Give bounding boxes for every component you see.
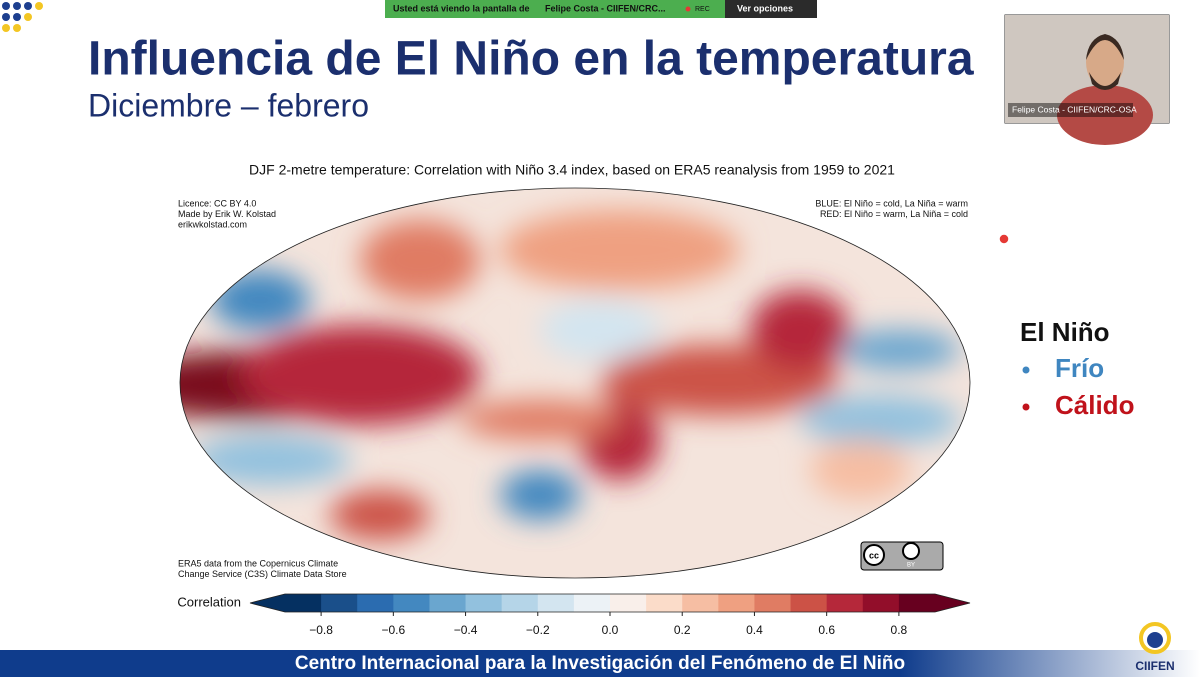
colorbar-tick-label: 0.8 xyxy=(891,623,908,637)
legend-bullet xyxy=(1022,366,1030,374)
presenter: Felipe Costa - CIIFEN/CRC... xyxy=(545,3,666,13)
colorbar-bin xyxy=(790,594,828,612)
colorbar-bin xyxy=(682,594,719,612)
colorbar-bin xyxy=(898,594,936,612)
colorbar-bin xyxy=(754,594,792,612)
source-line: Change Service (C3S) Climate Data Store xyxy=(178,569,347,579)
licence-line: Made by Erik W. Kolstad xyxy=(178,209,276,219)
legend-item: Cálido xyxy=(1055,390,1134,420)
colorbar-tick-label: −0.4 xyxy=(454,623,478,637)
colorbar-bin xyxy=(573,594,611,612)
colorbar-outline xyxy=(249,593,971,613)
options-button[interactable] xyxy=(725,0,817,18)
badge-cc: cc xyxy=(869,550,879,560)
options[interactable]: Ver opciones xyxy=(737,3,793,13)
colorbar-bin xyxy=(285,594,322,612)
slide-title: Influencia de El Niño en la temperatura xyxy=(88,33,974,86)
key-line: BLUE: El Niño = cold, La Niña = warm xyxy=(815,198,968,208)
slide-subtitle: Diciembre – febrero xyxy=(88,87,369,123)
colorbar-bin xyxy=(646,594,683,612)
colorbar-bin xyxy=(429,594,467,612)
colorbar-tick-label: −0.8 xyxy=(309,623,333,637)
map-outline xyxy=(179,187,971,579)
rec: REC xyxy=(695,6,710,13)
colorbar-tick-label: −0.6 xyxy=(381,623,405,637)
badge-by: BY xyxy=(907,563,915,569)
colorbar-extend-low xyxy=(250,594,285,612)
colorbar-tick-label: 0.2 xyxy=(674,623,691,637)
banner-text: Usted está viendo la pantalla de xyxy=(393,3,530,13)
colorbar-tick-label: 0.6 xyxy=(818,623,835,637)
colorbar-extend-high xyxy=(935,594,970,612)
cc-badge: cc BY xyxy=(860,541,944,571)
legend-item: Frío xyxy=(1055,353,1104,383)
pointer xyxy=(998,233,1010,245)
colorbar-bin xyxy=(718,594,755,612)
logo-mark-core xyxy=(1147,632,1163,648)
key-line: RED: El Niño = warm, La Niña = cold xyxy=(820,209,968,219)
footer-bar xyxy=(0,650,1200,677)
figure-title: DJF 2-metre temperature: Correlation wit… xyxy=(249,162,895,178)
colorbar-bin xyxy=(321,594,358,612)
logo-mark xyxy=(1139,622,1171,654)
legend-bullet xyxy=(1022,403,1030,411)
licence-line: erikwkolstad.com xyxy=(178,219,247,229)
source-line: ERA5 data from the Copernicus Climate xyxy=(178,558,338,568)
webcam: Felipe Costa - CIIFEN/CRC-OSA xyxy=(1004,14,1170,145)
webcam-name: Felipe Costa - CIIFEN/CRC-OSA xyxy=(1012,104,1137,114)
colorbar-bin xyxy=(826,594,864,612)
banner xyxy=(385,0,725,18)
colorbar-tick-label: −0.2 xyxy=(526,623,550,637)
colorbar-bin xyxy=(465,594,503,612)
colorbar-bin xyxy=(501,594,539,612)
map xyxy=(180,188,970,578)
legend-title: El Niño xyxy=(1020,317,1110,347)
logo-dots xyxy=(2,2,43,32)
colorbar-tick-label: 0.4 xyxy=(746,623,763,637)
footer-text: Centro Internacional para la Investigaci… xyxy=(295,653,905,674)
colorbar-bin xyxy=(357,594,394,612)
colorbar-label: Correlation xyxy=(177,594,241,609)
colorbar-bin xyxy=(537,594,575,612)
colorbar-bin xyxy=(862,594,900,612)
colorbar-tick-label: 0.0 xyxy=(602,623,619,637)
licence-line: Licence: CC BY 4.0 xyxy=(178,198,256,208)
logo-text: CIIFEN xyxy=(1135,659,1174,673)
rec-dot xyxy=(685,6,691,12)
colorbar-bin xyxy=(610,594,647,612)
colorbar-bin xyxy=(393,594,430,612)
